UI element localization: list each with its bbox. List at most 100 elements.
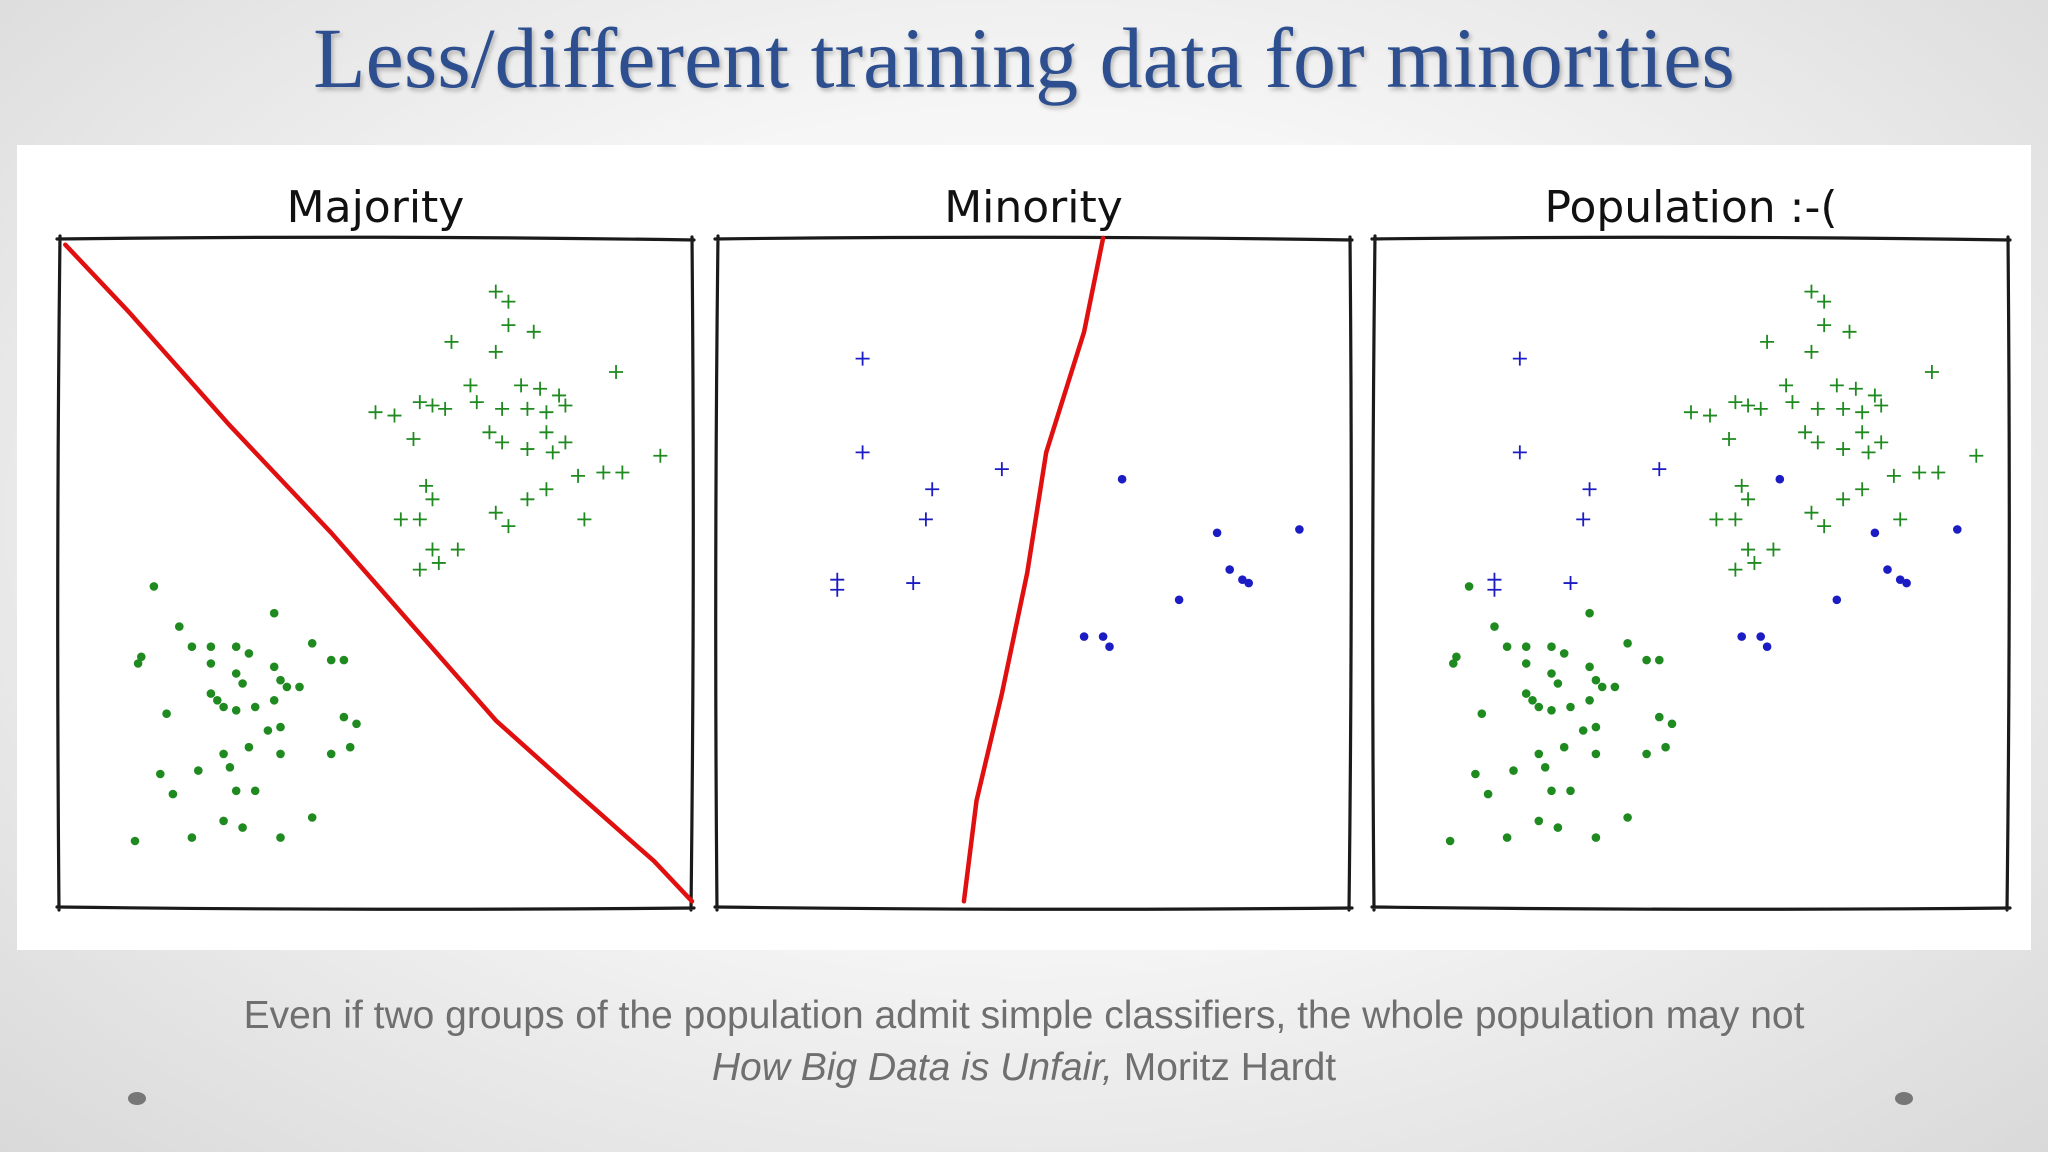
dot-point [1655,712,1664,722]
slide-dot-right [1895,1092,1913,1105]
plus-point [406,432,421,446]
plus-point [906,576,921,591]
dot-point [326,749,336,759]
dot-point [219,816,228,826]
dot-point [1553,679,1563,688]
panel-frame [55,234,696,912]
plus-point [1912,465,1927,480]
plus-point [501,294,516,309]
dot-point [1832,595,1842,605]
dot-point [1502,833,1512,842]
dot-point [1483,789,1493,799]
plus-point [412,395,427,410]
dot-point [1547,786,1556,796]
plus-point [1874,398,1889,413]
dot-point [206,659,216,668]
plus-point [1747,555,1762,570]
dot-point [1566,786,1575,796]
plus-point [1798,425,1813,440]
dot-point [1105,642,1114,651]
plus-point [577,512,592,527]
plus-point [469,395,484,410]
dot-point [1509,766,1518,775]
dot-point [231,642,241,651]
dot-point [1553,823,1563,832]
dot-point [1238,575,1247,584]
dot-point [1212,528,1222,538]
dot-point [1737,632,1746,641]
dot-point [307,639,317,648]
plus-point [444,334,459,349]
dot-point [1477,709,1487,718]
dot-point [276,675,285,685]
plus-point [1753,401,1768,416]
dot-point [206,642,216,651]
plus-point [412,512,427,527]
plus-point [1842,324,1857,339]
plus-point [463,378,478,393]
dot-point [219,702,228,712]
plus-point [1810,435,1825,450]
dot-point [1895,575,1905,584]
plus-point [539,405,554,420]
plus-point [501,519,516,534]
dot-point [1623,813,1632,822]
dot-point [1585,696,1594,705]
slide-title: Less/different training data for minorit… [313,10,1735,106]
dot-point [1464,582,1474,591]
decision-boundary-line [63,242,695,904]
plus-point [653,448,668,463]
plus-point [419,478,434,493]
decision-boundary-line [961,235,1106,904]
dot-point [1883,565,1892,574]
panel-frame [1370,234,2012,912]
plus-point [387,408,402,423]
plus-point [1817,294,1832,309]
plus-point [1874,435,1889,450]
plus-point [1512,351,1527,366]
plus-point [520,492,535,507]
caption-line: Even if two groups of the population adm… [243,994,1805,1037]
dot-point [156,769,165,779]
plus-point [1487,582,1502,597]
plus-point [425,542,440,557]
dot-point [149,582,159,591]
plus-point [1760,334,1775,349]
dot-point [1642,655,1651,665]
dot-point [244,742,254,752]
dot-point [1547,642,1556,651]
dot-point [263,726,273,735]
dot-point [1756,632,1765,641]
plus-point [1817,519,1832,534]
dot-point [326,655,336,665]
plus-point [501,318,516,333]
plus-point [1855,482,1870,497]
panel-frame [713,234,1354,912]
dot-point [1098,632,1108,641]
dot-point [213,696,222,705]
plus-point [1804,284,1819,299]
dot-point [1559,742,1569,752]
plus-point [514,378,529,393]
scatter-panel-1: Majority [55,182,696,912]
plus-point [1766,542,1781,557]
caption: Even if two groups of the population adm… [0,990,2048,1094]
plus-point [495,401,510,416]
plus-point [1836,492,1851,507]
dot-point [1775,474,1785,484]
plus-point [495,435,510,450]
dot-point [1528,696,1537,705]
plus-point [558,398,573,413]
plus-point [1734,478,1749,493]
dot-point [133,659,143,668]
citation-line: How Big Data is Unfair, Moritz Hardt [0,1042,2048,1094]
dot-point [231,786,241,796]
plus-point [425,492,440,507]
dot-point [1547,706,1556,715]
plus-point [539,482,554,497]
plus-point [425,398,440,413]
plus-point [545,445,560,460]
dot-point [1559,649,1569,658]
plus-point [552,388,567,403]
plus-point [1804,344,1819,359]
